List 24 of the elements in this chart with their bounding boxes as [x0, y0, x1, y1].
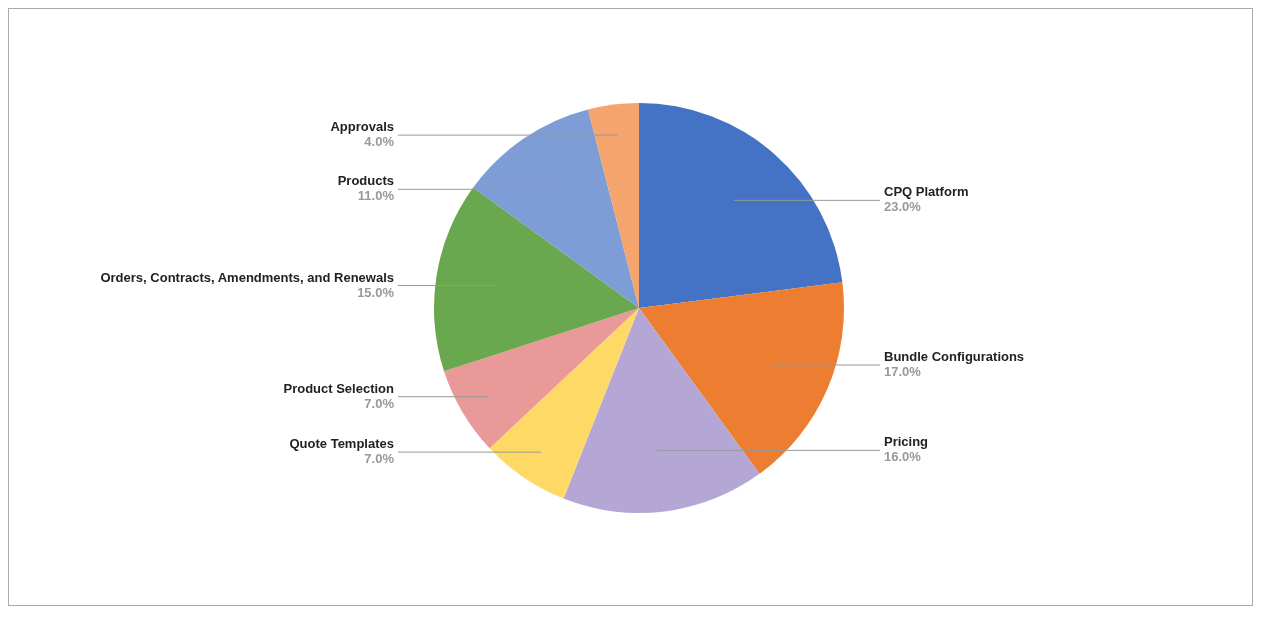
- pie-slice: [434, 187, 639, 372]
- slice-label: Approvals: [330, 119, 394, 135]
- pie-slice: [473, 109, 639, 308]
- data-label: 7.0%: [364, 395, 395, 411]
- data-label: 11.0%: [357, 188, 395, 204]
- slice-label: Pricing: [884, 434, 929, 450]
- slice-label: Products: [337, 173, 394, 189]
- data-label: 16.0%: [884, 449, 922, 465]
- slice-label: Orders, Contracts, Amendments, and Renewals: [100, 269, 394, 285]
- data-label: 7.0%: [364, 451, 395, 467]
- pie-slice: [489, 308, 639, 499]
- pie-slice: [639, 282, 844, 474]
- data-label: 4.0%: [364, 134, 395, 150]
- slice-label: Bundle Configurations: [884, 348, 1025, 364]
- pie-slice: [563, 308, 760, 513]
- pie-slice: [444, 308, 639, 449]
- pie-slice: [588, 103, 639, 308]
- data-label: 15.0%: [357, 284, 395, 300]
- slice-label: CPQ Platform: [884, 184, 969, 200]
- pie-slice: [639, 103, 843, 308]
- data-label: 23.0%: [884, 199, 922, 215]
- data-label: 17.0%: [884, 363, 922, 379]
- slice-label: Quote Templates: [289, 436, 394, 452]
- slice-label: Product Selection: [283, 380, 395, 396]
